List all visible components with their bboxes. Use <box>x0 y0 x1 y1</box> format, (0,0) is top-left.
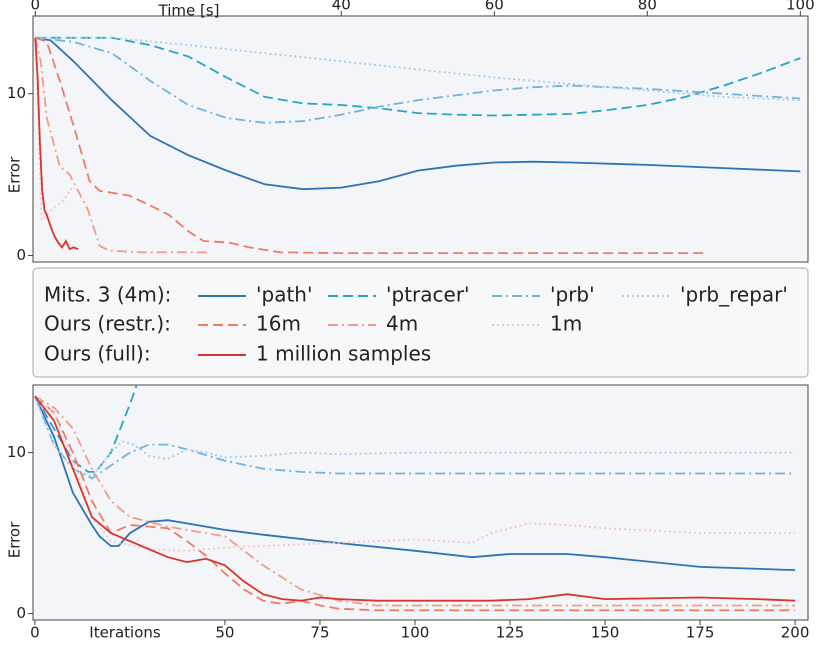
x-tick-label: 0 <box>31 0 41 14</box>
x-tick-label: 100 <box>786 0 815 14</box>
series-line <box>34 395 796 571</box>
y-axis-label: Error <box>6 156 24 193</box>
legend-label: 1 million samples <box>256 342 431 366</box>
x-tick-label: 100 <box>401 624 430 642</box>
legend-label: 1m <box>550 312 582 336</box>
x-tick-label: 175 <box>686 624 715 642</box>
legend-label: 'ptracer' <box>386 283 470 307</box>
axes-bottom <box>32 384 809 621</box>
y-tick-label: 10 <box>7 84 26 102</box>
series-line <box>34 385 138 473</box>
series-line <box>34 36 707 254</box>
series-line <box>34 395 796 478</box>
series-line <box>34 395 796 602</box>
series-line <box>34 37 79 251</box>
legend-group-label: Ours (full): <box>44 342 151 366</box>
series-line <box>35 36 801 102</box>
y-tick-label: 10 <box>7 443 26 461</box>
x-tick-label: 50 <box>215 624 234 642</box>
x-axis-label: Time [s] <box>158 2 220 20</box>
series-line <box>34 395 796 612</box>
series-line <box>34 395 796 552</box>
x-tick-label: 150 <box>591 624 620 642</box>
legend-label: 16m <box>256 312 301 336</box>
y-tick-label: 0 <box>16 604 26 622</box>
x-tick-label: 125 <box>496 624 525 642</box>
y-tick-label: 0 <box>16 246 26 264</box>
legend-group-label: Mits. 3 (4m): <box>44 283 171 307</box>
x-tick-label: 0 <box>30 624 40 642</box>
x-tick-label: 80 <box>638 0 657 14</box>
x-tick-label: 40 <box>332 0 351 14</box>
series-line <box>34 395 796 480</box>
legend-group-label: Ours (restr.): <box>44 312 171 336</box>
series-line <box>34 395 796 607</box>
x-axis-label: Iterations <box>89 624 161 642</box>
axes-top <box>32 15 809 263</box>
legend-label: 'prb_repar' <box>680 283 788 307</box>
legend-label: 4m <box>386 312 418 336</box>
legend-label: 'prb' <box>550 283 595 307</box>
x-tick-label: 60 <box>485 0 504 14</box>
y-axis-label: Error <box>6 521 24 558</box>
legend-label: 'path' <box>256 283 312 307</box>
series-line <box>35 36 801 191</box>
x-tick-label: 200 <box>781 624 810 642</box>
series-line <box>34 37 208 254</box>
series-line <box>35 36 801 124</box>
x-tick-label: 75 <box>310 624 329 642</box>
